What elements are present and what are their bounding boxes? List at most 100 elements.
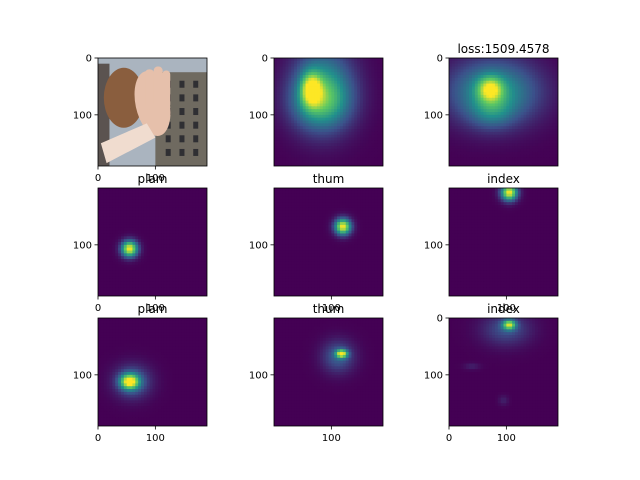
heatmap-cell: [365, 63, 370, 68]
heatmap-cell: [166, 278, 171, 283]
heatmap-cell: [308, 80, 312, 85]
heatmap-cell: [308, 123, 312, 127]
heatmap-cell: [100, 250, 105, 254]
heatmap-cell: [152, 253, 156, 257]
heatmap-cell: [362, 66, 367, 70]
heatmap-cell: [509, 151, 513, 156]
heatmap-cell: [186, 270, 191, 274]
heatmap-cell: [314, 83, 318, 88]
heatmap-cell: [549, 94, 553, 99]
heatmap-cell: [362, 106, 367, 110]
heatmap-cell: [514, 143, 519, 147]
heatmap-cell: [469, 100, 473, 105]
heatmap-cell: [463, 58, 467, 62]
heatmap-cell: [549, 58, 553, 62]
heatmap-cell: [152, 270, 156, 274]
heatmap-cell: [540, 94, 545, 99]
heatmap-cell: [178, 244, 182, 249]
heatmap-cell: [319, 77, 324, 82]
heatmap-cell: [380, 106, 383, 110]
heatmap-cell: [526, 109, 530, 113]
heatmap-cell: [514, 126, 519, 130]
heatmap-cell: [328, 75, 332, 79]
heatmap-cell: [129, 267, 134, 272]
heatmap-cell: [279, 66, 284, 70]
heatmap-cell: [500, 77, 505, 82]
heatmap-cell: [517, 151, 522, 156]
heatmap-cell: [322, 112, 327, 116]
heatmap-cell: [380, 100, 383, 105]
heatmap-cell: [129, 205, 134, 209]
heatmap-cell: [348, 117, 353, 122]
heatmap-cell: [331, 89, 335, 93]
heatmap-cell: [325, 126, 330, 130]
heatmap-cell: [103, 293, 108, 296]
heatmap-cell: [494, 92, 499, 96]
heatmap-cell: [354, 106, 358, 110]
heatmap-cell: [158, 276, 162, 280]
heatmap-cell: [149, 253, 154, 257]
heatmap-cell: [146, 273, 151, 277]
heatmap-cell: [201, 205, 205, 209]
heatmap-cell: [471, 112, 476, 116]
heatmap-cell: [314, 77, 318, 82]
heatmap-cell: [342, 89, 347, 93]
heatmap-cell: [331, 100, 335, 105]
heatmap-cell: [497, 151, 502, 156]
heatmap-cell: [288, 117, 292, 122]
heatmap-cell: [152, 202, 156, 206]
heatmap-cell: [288, 137, 292, 142]
heatmap-cell: [351, 129, 355, 133]
heatmap-cell: [357, 126, 361, 130]
heatmap-cell: [195, 207, 199, 212]
heatmap-cell: [317, 60, 321, 65]
heatmap-cell: [489, 148, 493, 153]
heatmap-cell: [334, 199, 338, 203]
heatmap-cell: [302, 131, 307, 136]
heatmap-cell: [132, 250, 136, 254]
heatmap-cell: [334, 202, 338, 206]
heatmap-cell: [529, 92, 533, 96]
heatmap-cell: [282, 227, 287, 232]
heatmap-cell: [374, 160, 378, 164]
heatmap-cell: [308, 66, 312, 70]
heatmap-cell: [189, 207, 194, 212]
heatmap-cell: [123, 267, 128, 272]
heatmap-cell: [506, 143, 510, 147]
heatmap-cell: [514, 131, 519, 136]
heatmap-cell: [351, 75, 355, 79]
heatmap-cell: [138, 233, 142, 237]
heatmap-cell: [555, 103, 558, 107]
heatmap-cell: [132, 259, 136, 263]
heatmap-cell: [371, 120, 375, 124]
heatmap-cell: [172, 281, 177, 286]
heatmap-cell: [483, 120, 487, 124]
heatmap-cell: [305, 190, 310, 195]
heatmap-cell: [532, 100, 536, 105]
heatmap-cell: [155, 273, 159, 277]
heatmap-cell: [463, 75, 467, 79]
heatmap-cell: [282, 80, 287, 85]
heatmap-cell: [523, 137, 528, 142]
heatmap-cell: [299, 143, 304, 147]
photo-window: [165, 135, 171, 143]
heatmap-cell: [178, 239, 182, 243]
heatmap-cell: [463, 94, 467, 99]
heatmap-cell: [365, 109, 370, 113]
heatmap-cell: [463, 143, 467, 147]
heatmap-cell: [143, 287, 148, 291]
heatmap-cell: [532, 80, 536, 85]
heatmap-cell: [357, 188, 361, 192]
heatmap-cell: [141, 236, 145, 240]
heatmap-cell: [163, 264, 168, 269]
heatmap-cell: [497, 146, 502, 150]
heatmap-cell: [529, 117, 533, 122]
heatmap-cell: [342, 109, 347, 113]
heatmap-cell: [506, 75, 510, 79]
heatmap-cell: [195, 190, 199, 195]
heatmap-cell: [158, 242, 162, 246]
heatmap-cell: [529, 63, 533, 68]
heatmap-cell: [184, 264, 188, 269]
heatmap-cell: [311, 151, 315, 156]
heatmap-cell: [112, 222, 116, 226]
